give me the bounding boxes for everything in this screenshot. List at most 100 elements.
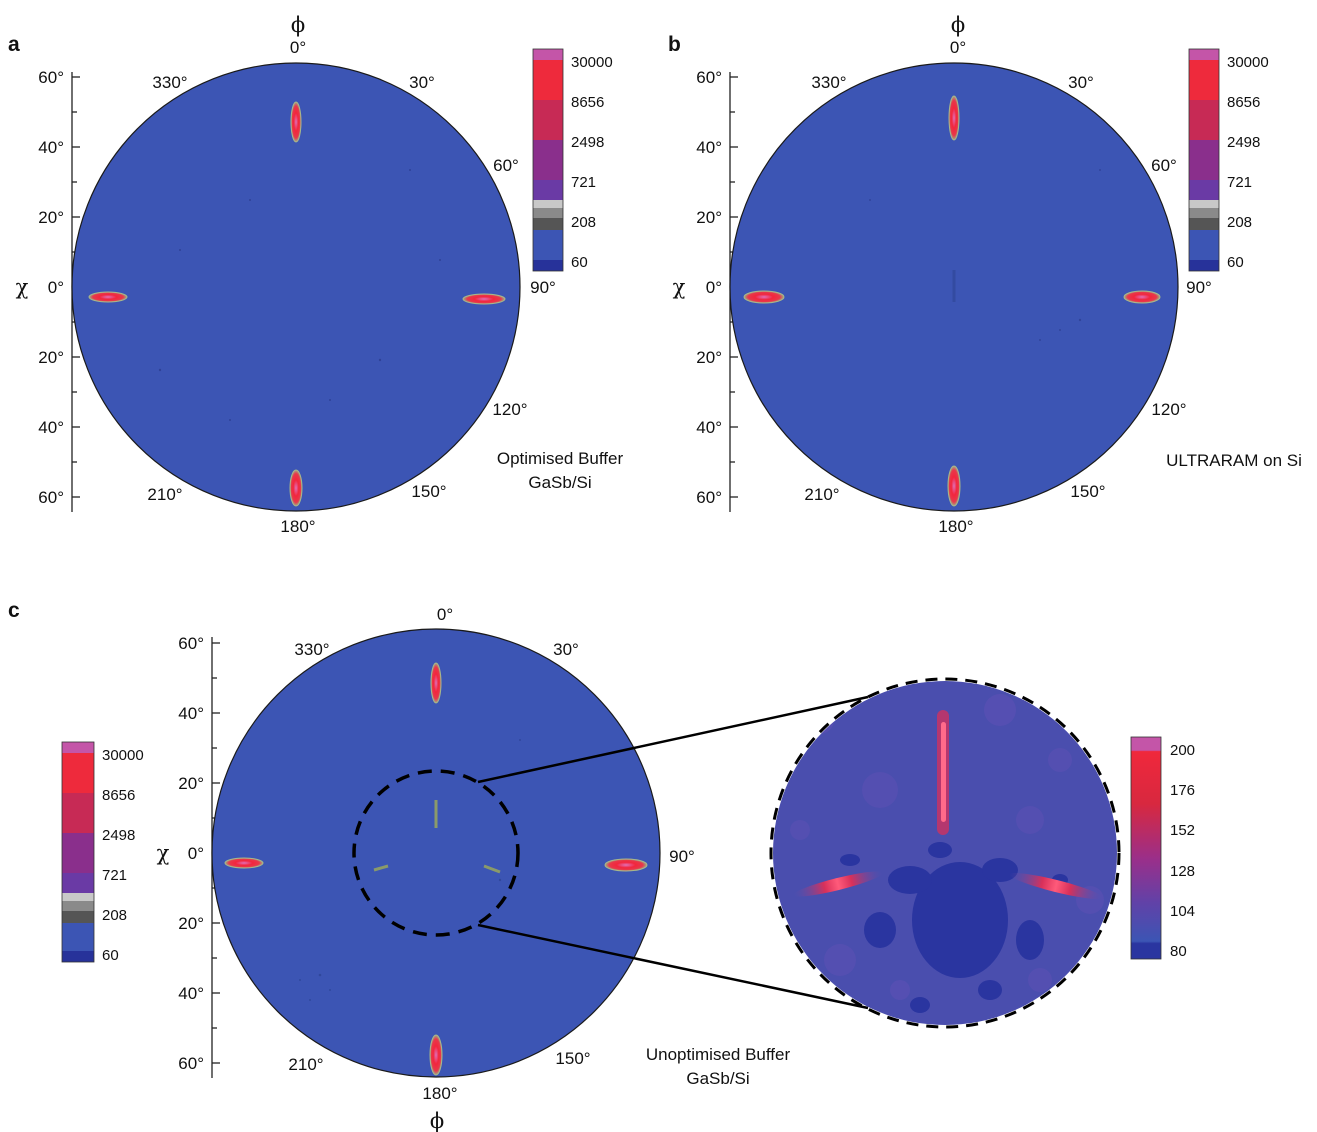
panel-caption: Optimised Buffer — [497, 449, 624, 468]
phi-label: 60° — [1151, 156, 1177, 175]
phi-label: 330° — [152, 73, 187, 92]
panel-b: b ϕ χ 60° 40° 20° 0° 20° 40° 60° 0° — [668, 13, 1302, 536]
colorbar-label: 2498 — [571, 134, 604, 151]
phi-label: 210° — [804, 485, 839, 504]
colorbar-label: 2498 — [102, 827, 135, 844]
low-intensity-patches — [840, 842, 1068, 1013]
twin-streak-right — [1009, 873, 1103, 899]
colorbar-label: 208 — [1227, 214, 1252, 231]
phi-label: 150° — [411, 482, 446, 501]
peak-phi-90 — [604, 858, 648, 872]
twin-streak-core — [941, 722, 946, 822]
phi-label: 330° — [294, 640, 329, 659]
colorbar-label: 200 — [1170, 742, 1195, 759]
chi-tick: 0° — [706, 278, 722, 297]
chi-tick: 20° — [38, 348, 64, 367]
twin-peak — [373, 864, 389, 872]
panel-caption: GaSb/Si — [528, 473, 591, 492]
pole-figure-disc — [211, 628, 661, 1078]
chi-tick: 60° — [38, 68, 64, 87]
peak-phi-90 — [1123, 290, 1161, 304]
chi-tick: 20° — [38, 208, 64, 227]
peak-phi-270 — [88, 291, 128, 303]
phi-label: 150° — [555, 1049, 590, 1068]
chi-tick: 0° — [188, 844, 204, 863]
chi-tick: 60° — [696, 488, 722, 507]
chi-tick: 0° — [48, 278, 64, 297]
chi-tick: 60° — [178, 634, 204, 653]
colorbar-label: 30000 — [102, 747, 144, 764]
peak-phi-180 — [429, 1034, 443, 1076]
colorbar-label: 30000 — [1227, 54, 1269, 71]
phi-label: 210° — [147, 485, 182, 504]
panel-caption: ULTRARAM on Si — [1166, 451, 1302, 470]
phi-label: 60° — [493, 156, 519, 175]
peak-phi-270 — [743, 290, 785, 304]
pole-figure-disc — [71, 62, 521, 512]
phi-label: 0° — [950, 38, 966, 57]
colorbar-label: 60 — [1227, 254, 1244, 271]
colorbar-label: 8656 — [571, 94, 604, 111]
colorbar-label: 176 — [1170, 782, 1195, 799]
phi-label: 180° — [422, 1084, 457, 1103]
zoom-connector-bottom — [477, 923, 869, 1010]
colorbar — [1188, 48, 1220, 272]
colorbar-label: 60 — [571, 254, 588, 271]
chi-tick: 20° — [178, 774, 204, 793]
peak-phi-0 — [948, 95, 960, 141]
colorbar-label: 721 — [571, 174, 596, 191]
colorbar — [61, 741, 95, 963]
panel-a: a ϕ χ 60° 40° 20° 0° 20° 40° 60° — [8, 13, 623, 536]
zoom-connector-top — [477, 695, 869, 784]
colorbar-label: 8656 — [1227, 94, 1260, 111]
chi-tick: 40° — [696, 418, 722, 437]
chi-symbol: χ — [673, 275, 686, 299]
phi-label: 90° — [1186, 278, 1212, 297]
zoom-region-outline — [352, 769, 520, 937]
phi-label: 120° — [1151, 400, 1186, 419]
noise-speckles — [299, 739, 521, 1001]
phi-label: 30° — [553, 640, 579, 659]
inset-magnified-view — [769, 677, 1121, 1029]
panel-letter: b — [668, 33, 681, 56]
inset-colorbar — [1130, 736, 1162, 960]
colorbar-label: 208 — [571, 214, 596, 231]
phi-symbol: ϕ — [951, 13, 965, 37]
phi-label: 120° — [492, 400, 527, 419]
peak-phi-180 — [947, 465, 961, 507]
colorbar-label: 80 — [1170, 943, 1187, 960]
noise-speckles — [869, 169, 1101, 341]
panel-caption: Unoptimised Buffer — [646, 1045, 791, 1064]
phi-label: 0° — [437, 605, 453, 624]
phi-label: 30° — [1068, 73, 1094, 92]
panel-caption: GaSb/Si — [686, 1069, 749, 1088]
chi-tick: 40° — [178, 704, 204, 723]
panel-letter: c — [8, 599, 20, 622]
colorbar-label: 30000 — [571, 54, 613, 71]
phi-symbol: ϕ — [430, 1109, 444, 1132]
chi-tick: 40° — [696, 138, 722, 157]
colorbar-label: 104 — [1170, 903, 1195, 920]
panel-letter: a — [8, 33, 20, 56]
chi-tick: 40° — [178, 984, 204, 1003]
chi-tick: 20° — [696, 348, 722, 367]
noise-speckles — [158, 169, 441, 421]
colorbar-label: 208 — [102, 907, 127, 924]
phi-label: 90° — [669, 847, 695, 866]
chi-tick: 20° — [178, 914, 204, 933]
phi-label: 30° — [409, 73, 435, 92]
chi-tick: 40° — [38, 138, 64, 157]
chi-tick: 20° — [696, 208, 722, 227]
colorbar — [532, 48, 564, 272]
phi-symbol: ϕ — [291, 13, 305, 37]
phi-label: 180° — [938, 517, 973, 536]
peak-phi-90 — [462, 293, 506, 305]
twin-streak-left — [793, 871, 883, 897]
peak-phi-180 — [289, 469, 303, 507]
peak-phi-270 — [224, 857, 264, 869]
twin-peak — [483, 864, 501, 874]
chi-tick: 60° — [178, 1054, 204, 1073]
phi-label: 150° — [1070, 482, 1105, 501]
colorbar-label: 152 — [1170, 822, 1195, 839]
